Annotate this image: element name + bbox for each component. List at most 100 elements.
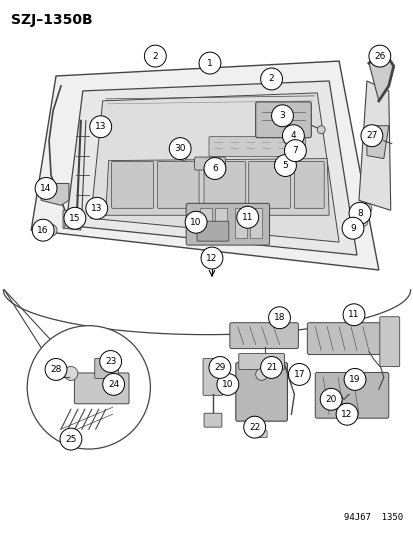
Text: 29: 29 [214,363,225,372]
Circle shape [100,351,121,373]
Circle shape [281,160,287,166]
FancyBboxPatch shape [197,221,228,241]
Text: 15: 15 [69,214,81,223]
Text: 10: 10 [190,218,201,227]
Text: 12: 12 [206,254,217,263]
Text: 4: 4 [290,131,296,140]
Text: 13: 13 [95,122,106,131]
Circle shape [359,218,367,226]
FancyBboxPatch shape [256,357,273,368]
FancyBboxPatch shape [315,373,388,418]
FancyBboxPatch shape [95,359,118,378]
FancyBboxPatch shape [74,373,129,404]
Circle shape [35,177,57,199]
FancyBboxPatch shape [255,102,311,138]
FancyBboxPatch shape [229,322,298,349]
Polygon shape [41,183,69,205]
Circle shape [64,207,85,229]
Circle shape [361,203,371,213]
Circle shape [335,403,357,425]
Circle shape [45,359,67,381]
Circle shape [209,357,230,378]
FancyBboxPatch shape [112,161,153,208]
Circle shape [85,197,107,219]
Text: 5: 5 [282,161,287,170]
Polygon shape [90,93,338,242]
Text: 25: 25 [65,434,76,443]
Text: 11: 11 [241,213,253,222]
Circle shape [236,206,258,228]
FancyBboxPatch shape [194,157,225,170]
Text: 3: 3 [279,111,285,120]
Circle shape [316,126,325,134]
Circle shape [204,158,225,180]
Text: 18: 18 [273,313,285,322]
Text: 21: 21 [265,363,277,372]
Text: 9: 9 [349,224,355,233]
Circle shape [274,160,280,166]
Text: 30: 30 [174,144,185,153]
Circle shape [199,52,221,74]
Circle shape [60,428,82,450]
Text: 22: 22 [249,423,260,432]
Text: 12: 12 [341,410,352,419]
FancyBboxPatch shape [202,359,222,395]
FancyBboxPatch shape [248,161,290,208]
Circle shape [32,219,54,241]
FancyBboxPatch shape [186,203,269,245]
FancyBboxPatch shape [306,322,390,354]
Text: 2: 2 [152,52,158,61]
Circle shape [268,307,290,329]
Circle shape [284,140,306,161]
Circle shape [348,203,370,224]
Circle shape [216,374,238,395]
Circle shape [260,357,282,378]
FancyBboxPatch shape [238,353,284,369]
Circle shape [320,389,341,410]
FancyBboxPatch shape [379,317,399,367]
Text: 26: 26 [373,52,385,61]
Circle shape [90,116,112,138]
Polygon shape [31,61,378,270]
FancyBboxPatch shape [204,161,245,208]
Circle shape [288,364,310,385]
Circle shape [255,368,267,381]
FancyBboxPatch shape [157,161,199,208]
Text: 20: 20 [325,395,336,404]
Circle shape [342,304,364,326]
Text: 7: 7 [292,146,297,155]
Polygon shape [368,51,393,101]
Circle shape [169,138,191,159]
FancyBboxPatch shape [235,362,287,421]
Circle shape [201,247,222,269]
Text: 13: 13 [91,204,102,213]
Bar [249,208,261,238]
Circle shape [144,45,166,67]
Circle shape [274,155,296,176]
Text: 94J67  1350: 94J67 1350 [343,513,402,522]
Polygon shape [105,158,328,215]
Text: 19: 19 [349,375,360,384]
Polygon shape [66,81,356,255]
Circle shape [341,217,363,239]
Text: SZJ–1350B: SZJ–1350B [11,13,93,27]
Text: 24: 24 [108,380,119,389]
Bar [199,208,211,238]
Circle shape [368,45,390,67]
Circle shape [260,68,282,90]
Text: 11: 11 [347,310,359,319]
Circle shape [282,125,304,147]
Circle shape [45,224,57,236]
Text: 14: 14 [40,184,52,193]
Text: 16: 16 [37,225,49,235]
Circle shape [185,211,206,233]
Polygon shape [358,81,390,211]
Circle shape [243,416,265,438]
Circle shape [27,326,150,449]
Polygon shape [63,211,83,230]
Circle shape [343,368,365,390]
Text: 23: 23 [105,357,116,366]
Text: 28: 28 [50,365,62,374]
Polygon shape [366,126,388,158]
Text: 8: 8 [356,209,362,218]
